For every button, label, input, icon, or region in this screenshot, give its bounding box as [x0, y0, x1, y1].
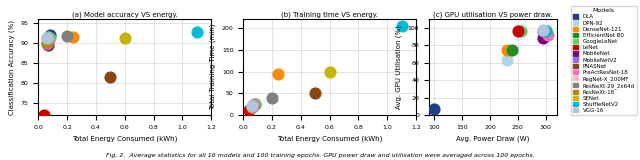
Point	[62, 35, 72, 37]
X-axis label: Avg. Power Draw (W): Avg. Power Draw (W)	[456, 136, 529, 142]
Point	[324, 70, 335, 73]
Point	[45, 37, 55, 39]
X-axis label: Total Energy Consumed (kWh): Total Energy Consumed (kWh)	[277, 136, 382, 142]
Point	[246, 106, 257, 109]
Point	[267, 96, 277, 99]
Point	[273, 72, 283, 75]
Point	[507, 48, 517, 51]
Point	[513, 30, 523, 33]
Point	[538, 28, 548, 31]
Point	[397, 24, 407, 27]
Point	[541, 29, 551, 32]
Point	[515, 30, 525, 33]
Point	[246, 105, 257, 108]
Legend: DLA, DPN-92, DenseNet-121, EfficientNet B0, GoogleLeNet, LeNet, MobileNet, Mobil: DLA, DPN-92, DenseNet-121, EfficientNet …	[571, 6, 637, 116]
Point	[541, 29, 551, 32]
Point	[248, 104, 259, 107]
Point	[248, 104, 259, 107]
Point	[246, 106, 257, 108]
Point	[44, 40, 54, 42]
Title: (c) GPU utilisation VS power draw.: (c) GPU utilisation VS power draw.	[433, 11, 552, 18]
Point	[246, 106, 257, 108]
Point	[44, 44, 54, 46]
Point	[39, 114, 49, 116]
Point	[44, 36, 54, 38]
Text: Fig. 2.  Average statistics for all 16 models and 100 training epochs. GPU power: Fig. 2. Average statistics for all 16 mo…	[106, 153, 534, 158]
Title: (a) Model accuracy VS energy.: (a) Model accuracy VS energy.	[72, 11, 178, 18]
Point	[543, 34, 554, 36]
Point	[192, 31, 202, 33]
Point	[45, 34, 55, 36]
Point	[120, 37, 130, 40]
Point	[538, 29, 548, 32]
Point	[42, 37, 52, 40]
Point	[42, 42, 52, 44]
Point	[244, 109, 254, 111]
Point	[105, 76, 116, 78]
Point	[42, 43, 52, 45]
Point	[250, 103, 260, 105]
Point	[541, 30, 551, 33]
Point	[250, 103, 260, 106]
X-axis label: Total Energy Consumed (kWh): Total Energy Consumed (kWh)	[72, 136, 177, 142]
Point	[310, 92, 320, 95]
Point	[541, 30, 551, 33]
Point	[541, 29, 551, 32]
Point	[538, 37, 548, 40]
Y-axis label: Avg. GPU Utilisation (%): Avg. GPU Utilisation (%)	[396, 25, 402, 109]
Point	[246, 106, 257, 109]
Point	[429, 108, 440, 110]
Point	[502, 48, 512, 51]
Y-axis label: Total Training Time (min): Total Training Time (min)	[210, 24, 216, 110]
Point	[42, 37, 52, 40]
Y-axis label: Classification Accuracy (%): Classification Accuracy (%)	[9, 20, 15, 115]
Point	[502, 59, 512, 61]
Point	[248, 104, 259, 106]
Point	[541, 31, 551, 34]
Title: (b) Training time VS energy.: (b) Training time VS energy.	[281, 11, 378, 18]
Point	[68, 36, 78, 38]
Point	[42, 38, 52, 40]
